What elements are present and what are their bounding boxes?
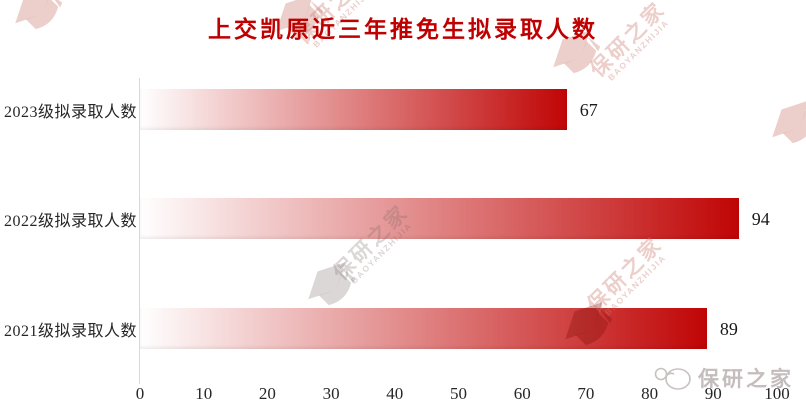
bar-2023	[140, 89, 567, 130]
category-label-2023: 2023级拟录取人数	[4, 103, 138, 121]
category-label-2022: 2022级拟录取人数	[4, 212, 138, 230]
x-axis-tick-label: 50	[450, 384, 467, 403]
bar-row-2023: 67	[140, 89, 777, 130]
category-label-2021: 2021级拟录取人数	[4, 322, 138, 340]
bar-2022	[140, 198, 739, 239]
x-axis-tick-label: 30	[322, 384, 340, 403]
x-axis-tick-label: 100	[764, 384, 790, 403]
bar-2021	[140, 308, 707, 349]
x-axis-tick-label: 10	[195, 384, 213, 403]
chart-title: 上交凯原近三年推免生拟录取人数	[208, 17, 598, 42]
x-axis: 0 10 20 30 40 50 60 70 80 90 100	[136, 384, 790, 408]
x-axis-tick-label: 0	[135, 384, 145, 403]
bar-row-2022: 94	[140, 198, 777, 239]
bar-value-label: 67	[579, 99, 598, 120]
x-axis-tick-label: 80	[641, 384, 659, 403]
bar-value-label: 89	[719, 318, 738, 339]
x-axis-tick-label: 70	[577, 384, 595, 403]
x-axis-tick-label: 90	[704, 384, 722, 403]
y-axis-line	[139, 78, 140, 384]
bar-row-2021: 89	[140, 308, 777, 349]
x-axis-tick-label: 60	[513, 384, 531, 403]
x-axis-tick-label: 40	[386, 384, 404, 403]
x-axis-tick-label: 20	[258, 384, 276, 403]
plot-area: 67 94 89	[139, 78, 777, 384]
bar-value-label: 94	[751, 208, 770, 229]
